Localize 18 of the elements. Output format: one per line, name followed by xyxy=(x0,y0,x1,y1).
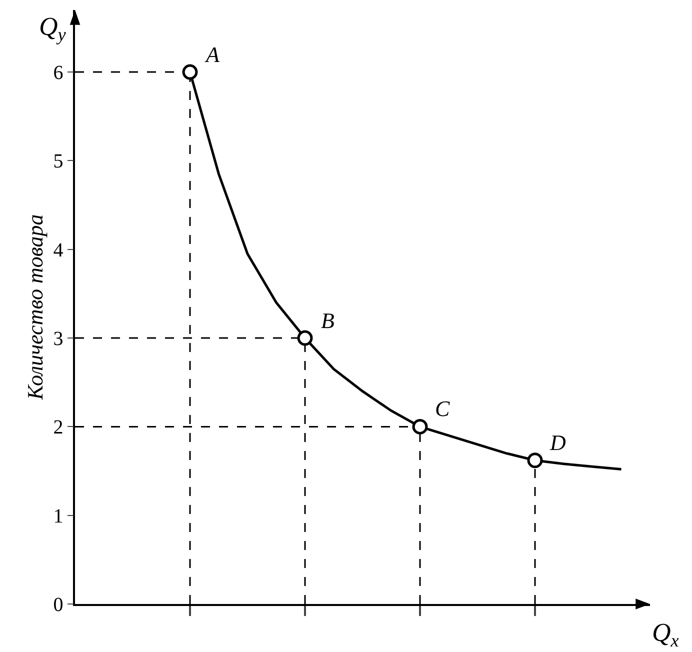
point xyxy=(527,452,543,468)
y-tick-label: 4 xyxy=(53,239,64,262)
y-tick-label: 0 xyxy=(53,594,64,616)
x-axis-title: Q$_{x}$ xyxy=(652,618,679,650)
point xyxy=(412,418,428,434)
y-tick-label: 5 xyxy=(53,150,64,173)
text: Q$_{y}$ xyxy=(39,12,67,44)
annotation: A xyxy=(204,42,220,67)
y-tick-label: 6 xyxy=(53,62,64,84)
point xyxy=(297,330,313,346)
y-tick-label: 3 xyxy=(53,328,64,350)
annotation: B xyxy=(321,308,334,333)
annotation: C xyxy=(435,396,450,421)
point xyxy=(182,64,198,80)
y-tick-label: 2 xyxy=(53,416,64,439)
annotation: D xyxy=(549,430,566,455)
y-tick-label: 1 xyxy=(53,505,64,528)
y-axis-title: Количество товара xyxy=(22,214,48,401)
